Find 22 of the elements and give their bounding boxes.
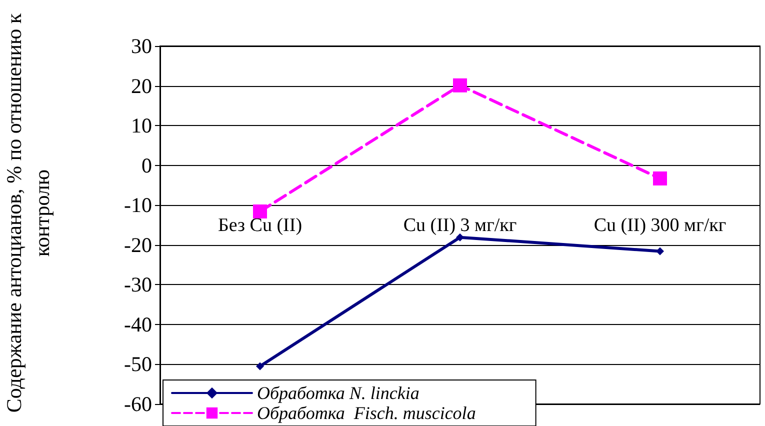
- legend-label: Обработка N. linckia: [257, 383, 420, 403]
- legend-label: Обработка Fisch. muscicola: [257, 403, 476, 423]
- point: [256, 362, 264, 370]
- x-tick-label: Cu (II) 3 мг/кг: [403, 214, 517, 236]
- y-tick-label: 30: [131, 34, 152, 58]
- point: [656, 247, 664, 256]
- y-axis-title: Содержание антоцианов, % по отношению к контролю: [1, 12, 55, 415]
- point: [453, 78, 467, 92]
- y-tick-label: 20: [131, 74, 152, 98]
- y-tick-label: 0: [142, 153, 152, 178]
- y-tick-label: -40: [124, 312, 152, 336]
- y-tick-label: -30: [124, 272, 152, 297]
- y-tick-label: -60: [124, 392, 152, 416]
- y-tick-label: -50: [124, 352, 152, 376]
- y-tick-label: -20: [124, 232, 152, 257]
- y-tick-label: -10: [124, 193, 152, 218]
- x-tick-label: Cu (II) 300 мг/кг: [594, 214, 726, 236]
- point: [253, 204, 267, 218]
- point: [653, 171, 667, 186]
- point: [456, 233, 464, 242]
- x-tick-label: Без Cu (II): [218, 214, 302, 236]
- y-tick-label: 10: [131, 114, 152, 138]
